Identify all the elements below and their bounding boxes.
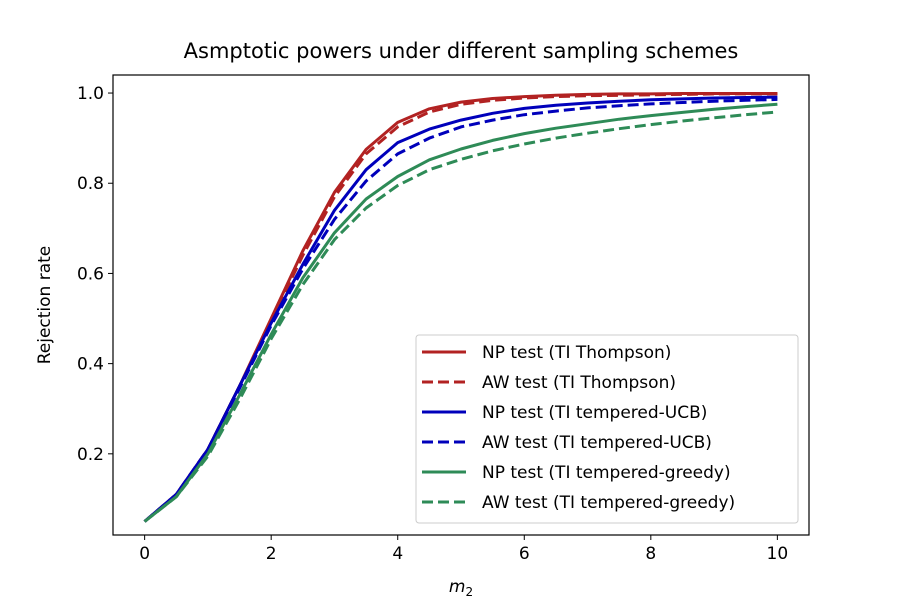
y-tick-label: 0.6	[77, 264, 104, 284]
series-line-5	[143, 102, 778, 523]
legend-label-1: NP test (TI Thompson)	[482, 343, 671, 363]
series-lines	[143, 92, 778, 523]
legend-label-5: NP test (TI tempered-greedy)	[482, 463, 731, 483]
x-axis-label-main: m	[449, 577, 466, 597]
y-tick-label: 0.2	[77, 445, 104, 465]
legend: NP test (TI Thompson) AW test (TI Thompso…	[415, 334, 799, 524]
chart-title: Asmptotic powers under different samplin…	[184, 39, 739, 63]
legend-label-3: NP test (TI tempered-UCB)	[482, 403, 707, 423]
x-tick-label: 10	[767, 544, 789, 564]
y-tick-label: 0.4	[77, 355, 104, 375]
series-line-3	[143, 95, 778, 523]
x-axis-label-subscript: 2	[465, 585, 473, 599]
plot-area-frame	[112, 74, 810, 536]
y-tick-label: 0.8	[77, 174, 104, 194]
x-tick-label: 2	[266, 544, 277, 564]
x-axis-label: m2	[449, 577, 473, 599]
series-line-6	[143, 110, 778, 523]
y-axis-label: Rejection rate	[35, 246, 55, 365]
legend-label-4: AW test (TI tempered-UCB)	[482, 433, 712, 453]
x-tick-label: 8	[645, 544, 656, 564]
x-tick-label: 0	[139, 544, 150, 564]
series-line-2	[143, 92, 778, 523]
legend-label-2: AW test (TI Thompson)	[482, 373, 676, 393]
x-axis-ticks: 0 2 4 6 8 10	[139, 535, 788, 564]
legend-label-6: AW test (TI tempered-greedy)	[482, 493, 735, 513]
x-tick-label: 6	[519, 544, 530, 564]
legend-box	[415, 334, 799, 524]
y-tick-label: 1.0	[77, 84, 104, 104]
series-line-4	[143, 97, 778, 523]
y-axis-ticks: 0.2 0.4 0.6 0.8 1.0	[77, 84, 113, 465]
x-tick-label: 4	[392, 544, 403, 564]
